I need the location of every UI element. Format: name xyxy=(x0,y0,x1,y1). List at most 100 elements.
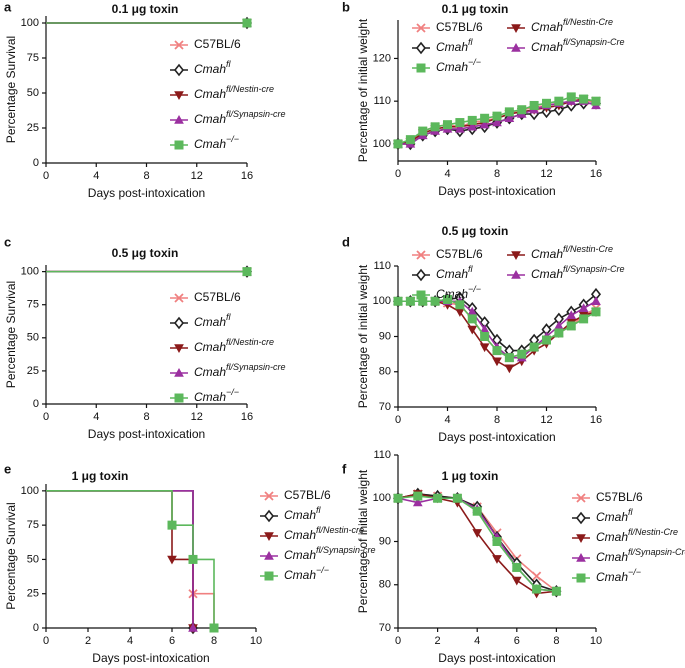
marker xyxy=(167,520,177,530)
marker xyxy=(554,328,564,338)
panel-label: e xyxy=(4,461,11,476)
legend-sup: fl/Synapsin-Cre xyxy=(563,264,625,274)
marker xyxy=(517,105,527,115)
x-tick-label: 8 xyxy=(494,414,500,426)
x-tick-label: 4 xyxy=(444,168,450,180)
marker xyxy=(405,135,415,145)
legend-sup: fl/Nestin-Cre xyxy=(563,244,613,254)
legend-name: Cmah xyxy=(531,20,563,34)
legend-name: C57BL/6 xyxy=(194,290,241,304)
marker xyxy=(578,303,589,312)
marker xyxy=(517,349,527,359)
marker xyxy=(529,100,539,110)
marker xyxy=(472,529,483,538)
legend-label: Cmahfl/Nestin-cre xyxy=(194,337,274,354)
x-tick-label: 0 xyxy=(43,635,49,647)
x-axis-label: Days post-intoxication xyxy=(438,430,555,444)
marker xyxy=(480,332,490,341)
legend-name: Cmah xyxy=(194,315,226,329)
x-tick-label: 0 xyxy=(395,168,401,180)
y-tick-label: 25 xyxy=(27,122,39,134)
y-tick-label: 80 xyxy=(379,366,391,378)
marker xyxy=(174,114,184,124)
marker xyxy=(511,42,521,52)
chart-title: 0.1 μg toxin xyxy=(442,2,509,16)
marker xyxy=(412,497,423,507)
marker xyxy=(492,555,502,564)
legend-name: Cmah xyxy=(596,530,628,544)
legend-sup: fl xyxy=(628,507,634,517)
marker xyxy=(566,310,577,320)
x-tick-label: 4 xyxy=(127,635,133,647)
legend-label: C57BL/6 xyxy=(284,488,331,502)
legend-sup: fl/Synapsin-cre xyxy=(226,362,286,372)
legend-label: Cmah−/− xyxy=(194,134,239,151)
y-tick-label: 100 xyxy=(373,492,391,504)
marker xyxy=(242,267,252,277)
legend-sup: −/− xyxy=(468,57,481,67)
marker xyxy=(174,393,184,403)
marker xyxy=(566,321,576,331)
x-tick-label: 0 xyxy=(43,170,49,182)
legend-name: Cmah xyxy=(194,112,226,126)
marker xyxy=(511,576,522,586)
legend-label: Cmahfl/Synapsin-cre xyxy=(194,362,286,379)
marker xyxy=(430,122,440,132)
marker xyxy=(416,290,426,300)
legend-label: Cmahfl xyxy=(596,507,634,524)
marker xyxy=(264,532,274,542)
legend-name: Cmah xyxy=(284,508,316,522)
y-tick-label: 100 xyxy=(21,266,39,278)
y-axis-label: Percentage Survival xyxy=(4,281,18,388)
chart-title: 1 μg toxin xyxy=(442,469,499,483)
x-tick-label: 4 xyxy=(474,635,480,647)
marker xyxy=(405,296,415,306)
x-axis-label: Days post-intoxication xyxy=(438,651,555,665)
legend-sup: fl xyxy=(226,59,232,69)
y-axis-label: Percentage of initial weight xyxy=(356,18,370,162)
marker xyxy=(492,346,502,356)
panel-label: b xyxy=(342,0,350,14)
marker xyxy=(542,335,551,345)
marker xyxy=(467,314,477,324)
legend-name: Cmah xyxy=(531,267,563,281)
marker xyxy=(416,63,426,73)
legend-label: C57BL/6 xyxy=(596,490,643,504)
legend-label: Cmahfl/Synapsin-cre xyxy=(284,545,376,562)
y-tick-label: 75 xyxy=(27,299,39,311)
marker xyxy=(173,316,185,330)
legend-name: C57BL/6 xyxy=(436,247,483,261)
legend-label: Cmahfl/Synapsin-Cre xyxy=(596,547,685,564)
marker xyxy=(575,511,587,525)
x-tick-label: 8 xyxy=(143,411,149,423)
marker xyxy=(455,123,465,133)
marker xyxy=(532,584,542,594)
legend-sup: fl/Synapsin-Cre xyxy=(628,547,685,557)
marker xyxy=(167,555,177,565)
y-axis-label: Percentage of initial weight xyxy=(356,469,370,613)
x-tick-label: 12 xyxy=(540,414,552,426)
y-tick-label: 0 xyxy=(33,157,39,169)
chart-title: 0.1 μg toxin xyxy=(112,2,179,16)
x-tick-label: 4 xyxy=(444,414,450,426)
legend-sup: fl xyxy=(226,312,232,322)
legend-name: Cmah xyxy=(284,548,316,562)
x-tick-label: 4 xyxy=(93,170,99,182)
marker xyxy=(452,493,462,503)
y-tick-label: 25 xyxy=(27,588,39,600)
legend-name: Cmah xyxy=(596,570,628,584)
legend-sup: fl/Synapsin-Cre xyxy=(563,37,625,47)
legend-name: Cmah xyxy=(436,267,468,281)
legend-name: Cmah xyxy=(194,87,226,101)
chart-title: 1 μg toxin xyxy=(72,469,129,483)
x-axis-label: Days post-intoxication xyxy=(88,427,205,441)
legend-label: Cmah−/− xyxy=(284,565,329,582)
x-tick-label: 10 xyxy=(590,635,602,647)
legend-label: Cmahfl/Nestin-cre xyxy=(194,84,274,101)
marker xyxy=(263,509,275,523)
legend-sup: fl xyxy=(468,264,474,274)
x-tick-label: 16 xyxy=(241,411,253,423)
marker xyxy=(416,250,426,260)
x-tick-label: 10 xyxy=(250,635,262,647)
